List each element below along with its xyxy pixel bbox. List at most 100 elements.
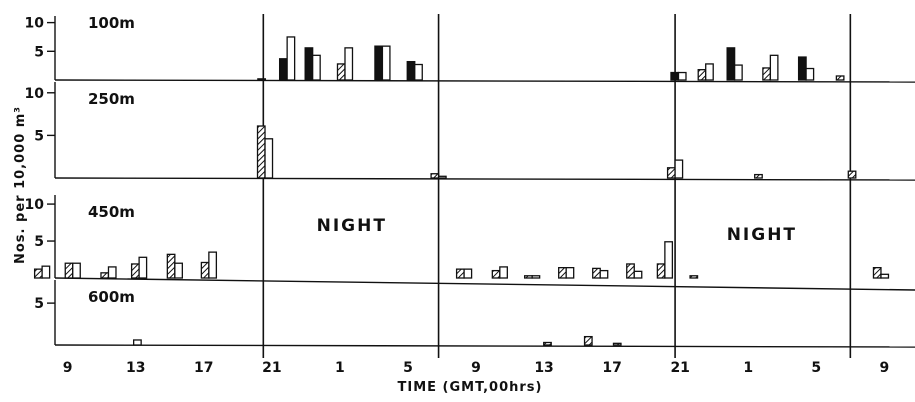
bar-100m-0-hatched	[257, 78, 267, 81]
bar-450m-7-open	[499, 266, 508, 279]
night-label-1: NIGHT	[727, 225, 797, 245]
bar-450m-3-open	[138, 256, 148, 279]
bar-100m-2-open	[312, 54, 321, 81]
bar-100m-1-open	[286, 36, 296, 81]
bar-450m-1-hatched	[64, 262, 74, 279]
bar-450m-11-open	[633, 270, 643, 279]
bar-250m-1-hatched	[430, 173, 440, 179]
bar-100m-6-open	[677, 71, 687, 81]
bar-100m-7-open	[705, 63, 714, 81]
bar-100m-9-open	[769, 54, 779, 81]
x-tick-label-4: 1	[335, 360, 345, 376]
bar-450m-14-open	[880, 273, 890, 279]
bar-250m-3-hatched	[754, 173, 763, 179]
bar-450m-4-open	[174, 262, 183, 279]
bar-450m-10-hatched	[592, 267, 601, 279]
bar-100m-10-solid	[797, 56, 807, 81]
bar-450m-6-open	[463, 268, 473, 279]
bar-450m-14-hatched	[872, 267, 882, 279]
bar-450m-9-open	[565, 267, 575, 279]
bar-250m-4-hatched	[847, 170, 857, 179]
x-tick-label-8: 17	[602, 360, 621, 376]
bar-100m-6-solid	[670, 71, 680, 81]
bar-450m-8-hatched	[524, 275, 533, 279]
bar-100m-8-open	[733, 64, 743, 81]
bar-250m-1-open	[437, 175, 447, 179]
grid-lines	[47, 14, 915, 358]
bar-450m-0-open	[41, 265, 51, 279]
depth-label-600m: 600m	[88, 288, 135, 306]
bar-450m-5-hatched	[200, 261, 210, 279]
bar-100m-2-solid	[304, 47, 314, 81]
bar-450m-2-hatched	[100, 272, 110, 279]
bars-layer	[33, 36, 890, 346]
bar-450m-1-open	[72, 262, 81, 279]
x-tick-label-11: 5	[811, 360, 821, 376]
depth-label-250m: 250m	[88, 90, 135, 108]
bar-600m-0-open	[133, 339, 142, 346]
x-tick-label-10: 1	[743, 360, 753, 376]
bar-100m-11-hatched	[835, 75, 845, 81]
bar-100m-4-open	[381, 45, 391, 81]
x-tick-label-3: 21	[262, 360, 281, 376]
depth-label-100m: 100m	[88, 14, 135, 32]
bar-100m-5-open	[414, 63, 423, 81]
x-tick-label-0: 9	[63, 360, 73, 376]
y-tick-label: 5	[34, 234, 44, 250]
bar-450m-11-hatched	[626, 263, 635, 279]
y-tick-label: 10	[25, 197, 45, 213]
bar-600m-1-hatched	[543, 341, 552, 346]
panel-baseline-250m	[54, 177, 915, 181]
bar-250m-2-hatched	[666, 167, 676, 179]
panel-baseline-450m	[54, 277, 915, 291]
depth-label-450m: 450m	[88, 203, 135, 221]
x-tick-label-2: 17	[194, 360, 213, 376]
y-tick-label: 5	[34, 128, 44, 144]
bar-100m-7-hatched	[697, 69, 707, 81]
bar-100m-8-solid	[726, 47, 736, 81]
x-tick-label-5: 5	[403, 360, 413, 376]
bar-100m-9-hatched	[762, 67, 772, 81]
y-axis-title: Nos. per 10,000 m³	[13, 106, 28, 264]
bar-450m-0-hatched	[33, 268, 43, 279]
bar-450m-5-open	[208, 251, 218, 279]
bar-450m-8-open	[531, 275, 541, 279]
bar-600m-2-hatched	[583, 335, 593, 346]
y-tick-label: 5	[34, 44, 44, 60]
bar-250m-2-open	[674, 159, 684, 179]
y-tick-label: 10	[25, 86, 45, 102]
bar-600m-3-hatched	[612, 342, 622, 346]
x-tick-label-9: 21	[670, 360, 689, 376]
labels-layer: 5 10 100m 5 10 250m 5 10 450m 5 600m NIGHT NIGHT 9 13 1…	[13, 14, 889, 395]
panel-baseline-100m	[54, 79, 915, 83]
x-tick-label-6: 9	[471, 360, 481, 376]
bar-100m-5-solid	[406, 60, 416, 81]
night-label-0: NIGHT	[317, 216, 387, 236]
bar-100m-3-open	[344, 47, 354, 81]
y-tick-label: 10	[25, 16, 45, 32]
bar-450m-7-hatched	[491, 269, 501, 279]
bar-100m-4-solid	[374, 45, 384, 81]
bar-100m-1-solid	[278, 58, 288, 81]
x-tick-label-7: 13	[534, 360, 553, 376]
bar-450m-12-open	[664, 241, 674, 279]
panel-baseline-600m	[54, 344, 915, 348]
bar-450m-2-open	[107, 266, 117, 279]
bar-100m-10-open	[805, 67, 815, 81]
bar-250m-0-hatched	[256, 125, 266, 179]
bar-450m-6-hatched	[455, 268, 465, 279]
bar-100m-3-hatched	[336, 63, 346, 81]
bar-450m-4-hatched	[166, 253, 176, 279]
bar-450m-13-hatched	[689, 275, 699, 279]
bar-450m-9-hatched	[558, 267, 567, 279]
bar-450m-12-hatched	[656, 263, 666, 279]
x-tick-label-12: 9	[879, 360, 889, 376]
x-tick-label-1: 13	[126, 360, 145, 376]
bar-250m-0-open	[264, 138, 274, 179]
y-tick-label: 5	[34, 296, 44, 312]
bar-450m-10-open	[599, 269, 609, 279]
bar-450m-3-hatched	[130, 263, 140, 279]
x-axis-title: TIME (GMT,00hrs)	[398, 380, 543, 395]
